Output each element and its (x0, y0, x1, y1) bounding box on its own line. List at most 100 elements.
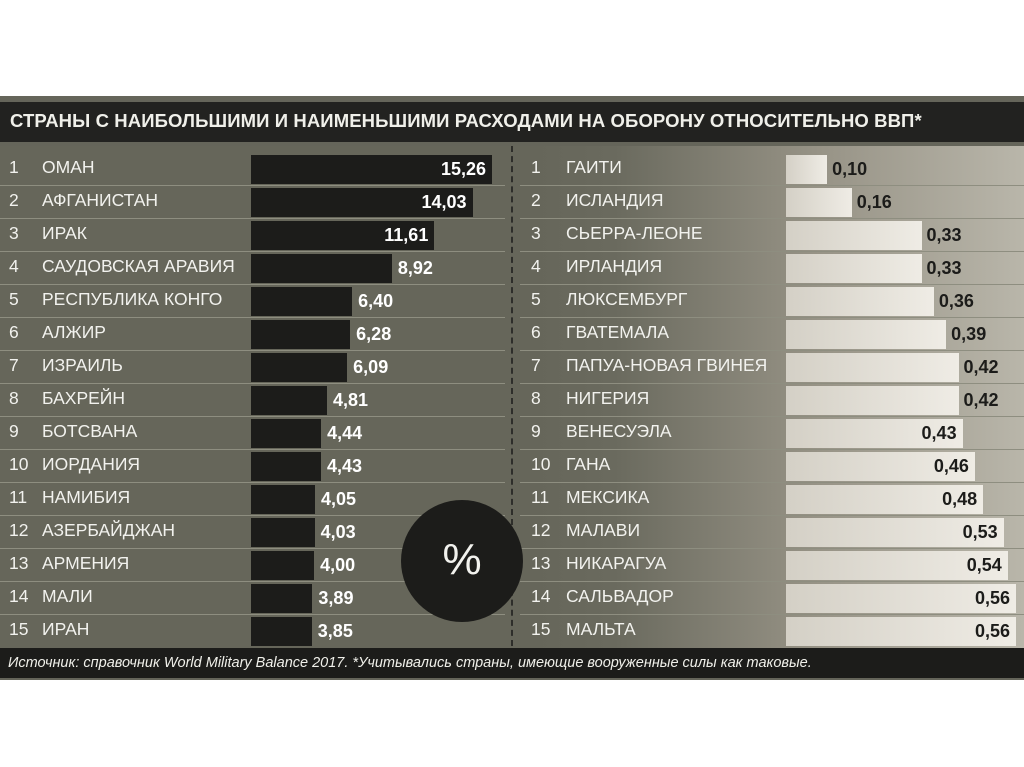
row-separator (520, 581, 1024, 582)
country-label: МАЛАВИ (566, 520, 641, 540)
rank-number: 7 (531, 355, 541, 375)
bar (251, 584, 313, 613)
bar (251, 386, 327, 415)
rank-number: 1 (531, 157, 541, 177)
row-separator (0, 350, 505, 351)
rank-number: 14 (9, 586, 29, 606)
rank-number: 12 (9, 520, 29, 540)
data-label: 0,39 (951, 324, 987, 344)
country-label: САУДОВСКАЯ АРАВИЯ (42, 256, 235, 276)
row-separator (0, 581, 505, 582)
bar (251, 419, 322, 448)
row-separator (520, 383, 1024, 384)
country-label: АЗЕРБАЙДЖАН (42, 520, 176, 540)
rank-number: 9 (531, 421, 541, 441)
country-label: СЬЕРРА-ЛЕОНЕ (566, 223, 703, 243)
rank-number: 1 (9, 157, 19, 177)
data-label: 11,61 (384, 225, 429, 245)
country-label: ОМАН (42, 157, 95, 177)
row-separator (520, 548, 1024, 549)
row-separator (0, 416, 505, 417)
row-separator (520, 185, 1024, 186)
country-label: МЕКСИКА (566, 487, 650, 507)
data-label: 6,09 (353, 357, 389, 377)
country-label: МАЛЬТА (566, 619, 636, 639)
bar (786, 551, 1008, 580)
country-label: ИОРДАНИЯ (42, 454, 141, 474)
country-label: ГВАТЕМАЛА (566, 322, 670, 342)
data-label: 3,89 (318, 588, 354, 608)
bar (786, 518, 1004, 547)
country-label: МАЛИ (42, 586, 93, 606)
rank-number: 6 (531, 322, 541, 342)
data-label: 4,03 (320, 522, 356, 542)
bar (786, 386, 959, 415)
center-divider (511, 146, 513, 646)
data-label: 0,10 (832, 159, 868, 179)
rank-number: 5 (531, 289, 541, 309)
row-separator (0, 218, 505, 219)
rank-number: 6 (9, 322, 19, 342)
source-footnote: Источник: справочник World Military Bala… (8, 655, 812, 671)
row-separator (520, 350, 1024, 351)
country-label: НАМИБИЯ (42, 487, 131, 507)
title-bar (0, 102, 1024, 142)
rank-number: 8 (531, 388, 541, 408)
rank-number: 7 (9, 355, 19, 375)
data-label: 0,53 (962, 522, 998, 542)
row-separator (0, 614, 505, 615)
data-label: 0,43 (921, 423, 957, 443)
row-separator (0, 515, 505, 516)
bar (251, 452, 321, 481)
row-separator (520, 614, 1024, 615)
bar (786, 287, 934, 316)
country-label: ИРАН (42, 619, 90, 639)
country-label: НИКАРАГУА (566, 553, 667, 573)
data-label: 8,92 (397, 258, 433, 278)
rank-number: 10 (531, 454, 551, 474)
rank-number: 11 (9, 487, 28, 507)
country-label: БОТСВАНА (42, 421, 138, 441)
rank-number: 3 (9, 223, 19, 243)
bar (251, 254, 392, 283)
bar (251, 287, 353, 316)
country-label: ЛЮКСЕМБУРГ (566, 289, 688, 309)
data-label: 0,42 (963, 390, 999, 410)
row-separator (520, 284, 1024, 285)
data-label: 3,85 (317, 621, 353, 641)
row-separator (520, 317, 1024, 318)
country-label: АФГАНИСТАН (42, 190, 159, 210)
data-label: 0,46 (933, 456, 969, 476)
bar (251, 353, 348, 382)
data-label: 0,36 (938, 291, 974, 311)
chart-title: СТРАНЫ С НАИБОЛЬШИМИ И НАИМЕНЬШИМИ РАСХО… (10, 110, 922, 131)
rank-number: 4 (9, 256, 19, 276)
row-separator (520, 449, 1024, 450)
bar (251, 485, 315, 514)
country-label: ВЕНЕСУЭЛА (566, 421, 672, 441)
row-separator (0, 548, 505, 549)
row-separator (0, 284, 505, 285)
data-label: 4,81 (332, 390, 368, 410)
row-separator (0, 449, 505, 450)
row-separator (0, 185, 505, 186)
rank-number: 15 (9, 619, 29, 639)
rank-number: 4 (531, 256, 541, 276)
percent-symbol: % (442, 535, 482, 584)
country-label: НИГЕРИЯ (566, 388, 650, 408)
bar (251, 617, 312, 646)
rank-number: 9 (9, 421, 19, 441)
footer-bar (0, 648, 1024, 678)
bar (251, 221, 435, 250)
country-label: БАХРЕЙН (42, 388, 126, 408)
rank-number: 14 (531, 586, 551, 606)
row-separator (520, 218, 1024, 219)
data-label: 4,05 (320, 489, 356, 509)
data-label: 15,26 (440, 159, 486, 179)
row-separator (520, 482, 1024, 483)
data-label: 0,33 (926, 225, 962, 245)
data-label: 0,42 (963, 357, 999, 377)
rank-number: 12 (531, 520, 551, 540)
rank-number: 15 (531, 619, 551, 639)
row-separator (0, 482, 505, 483)
